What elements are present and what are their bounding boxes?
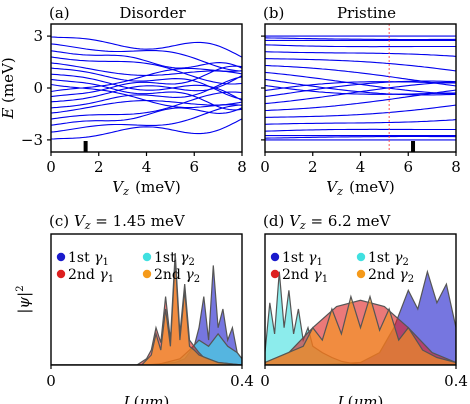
density-series (51, 252, 242, 365)
band-line (51, 65, 242, 98)
legend-label: 1st γ1 (68, 250, 110, 268)
density-area (265, 294, 456, 365)
band-line (51, 43, 242, 72)
x-tick-label: 0 (46, 158, 56, 176)
x-tick-label: 0.4 (444, 372, 468, 390)
x-tick-label: 4 (142, 158, 152, 176)
y-tick-label: −3 (21, 131, 43, 149)
band-line (51, 56, 242, 85)
legend-marker (270, 269, 280, 279)
panel-title: (d) Vz = 6.2 meV (263, 212, 392, 232)
band-line (51, 118, 242, 140)
density-series (265, 269, 456, 365)
panel-c: 0 0.4 1st γ1 1st γ2 2nd γ1 2nd γ2 (c) Vz =… (15, 212, 254, 404)
x-tick-label: 2 (308, 158, 318, 176)
axes-frame (50, 233, 243, 366)
band-line (265, 80, 456, 98)
panel-title: (c) Vz = 1.45 meV (49, 212, 186, 232)
legend-label: 1st γ2 (368, 250, 410, 268)
x-axis-label: Vz (meV) (326, 178, 395, 198)
x-tick-label: 0.4 (230, 372, 254, 390)
band-line (265, 135, 456, 139)
legend-label: 2nd γ2 (368, 267, 416, 285)
band-line (51, 91, 242, 120)
band-line (265, 51, 456, 57)
panel-b: 0 2 4 6 8 (b) Pristine Vz (meV) (260, 4, 461, 198)
x-tick-label: 6 (189, 158, 199, 176)
x-axis-label: L(μm) (337, 393, 384, 404)
legend-marker (356, 252, 366, 262)
band-line (51, 78, 242, 111)
band-lines (265, 35, 456, 141)
svg-text:E (meV): E (meV) (0, 57, 17, 119)
band-line (51, 73, 242, 101)
band-line (51, 36, 242, 58)
axes-frame (264, 23, 457, 153)
vz-marker (411, 141, 416, 152)
legend-marker (142, 252, 152, 262)
panel-label: (b) (263, 4, 284, 22)
density-area (51, 259, 242, 365)
band-line (51, 107, 242, 126)
band-line (51, 75, 242, 103)
legend-label: 2nd γ1 (282, 267, 330, 285)
x-tick-label: 0 (260, 158, 270, 176)
axes-frame (264, 233, 457, 366)
x-axis-label: Vz (meV) (112, 178, 181, 198)
band-line (51, 50, 242, 69)
band-line (265, 44, 456, 48)
x-tick-label: 0 (46, 372, 56, 390)
x-tick-label: 8 (451, 158, 461, 176)
x-tick-label: 6 (403, 158, 413, 176)
band-line (265, 104, 456, 118)
x-axis-label: L(μm) (123, 393, 170, 404)
y-tick-label: 3 (33, 27, 43, 45)
legend-marker (142, 269, 152, 279)
x-tick-label: 2 (94, 158, 104, 176)
x-tick-label: 0 (260, 372, 270, 390)
band-line (51, 104, 242, 133)
band-line (265, 128, 456, 132)
band-line (265, 119, 456, 125)
legend-label: 1st γ2 (154, 250, 196, 268)
x-tick-label: 8 (237, 158, 247, 176)
panel-label: (a) (49, 4, 70, 22)
panel-d: 0 0.4 1st γ1 1st γ2 2nd γ1 2nd γ2 (d) Vz =… (260, 212, 468, 404)
svg-text:|ψ|2: |ψ|2 (15, 285, 33, 313)
y-axis-label: |ψ|2 (15, 285, 33, 313)
vz-marker (83, 141, 88, 152)
x-tick-label: 4 (356, 158, 366, 176)
band-line (265, 81, 456, 92)
band-line (265, 58, 456, 72)
y-tick-label: 0 (33, 79, 43, 97)
legend-marker (270, 252, 280, 262)
y-axis-label: E (meV) (0, 57, 17, 119)
band-line (265, 37, 456, 41)
panel-title: Disorder (119, 4, 186, 22)
legend-label: 1st γ1 (282, 250, 324, 268)
band-line (265, 84, 456, 95)
panel-title: Pristine (337, 4, 396, 22)
legend-marker (56, 252, 66, 262)
band-line (51, 67, 242, 93)
legend-marker (56, 269, 66, 279)
legend-label: 2nd γ2 (154, 267, 202, 285)
band-lines (51, 36, 242, 140)
legend-label: 2nd γ1 (68, 267, 116, 285)
band-line (265, 78, 456, 96)
legend-marker (356, 269, 366, 279)
